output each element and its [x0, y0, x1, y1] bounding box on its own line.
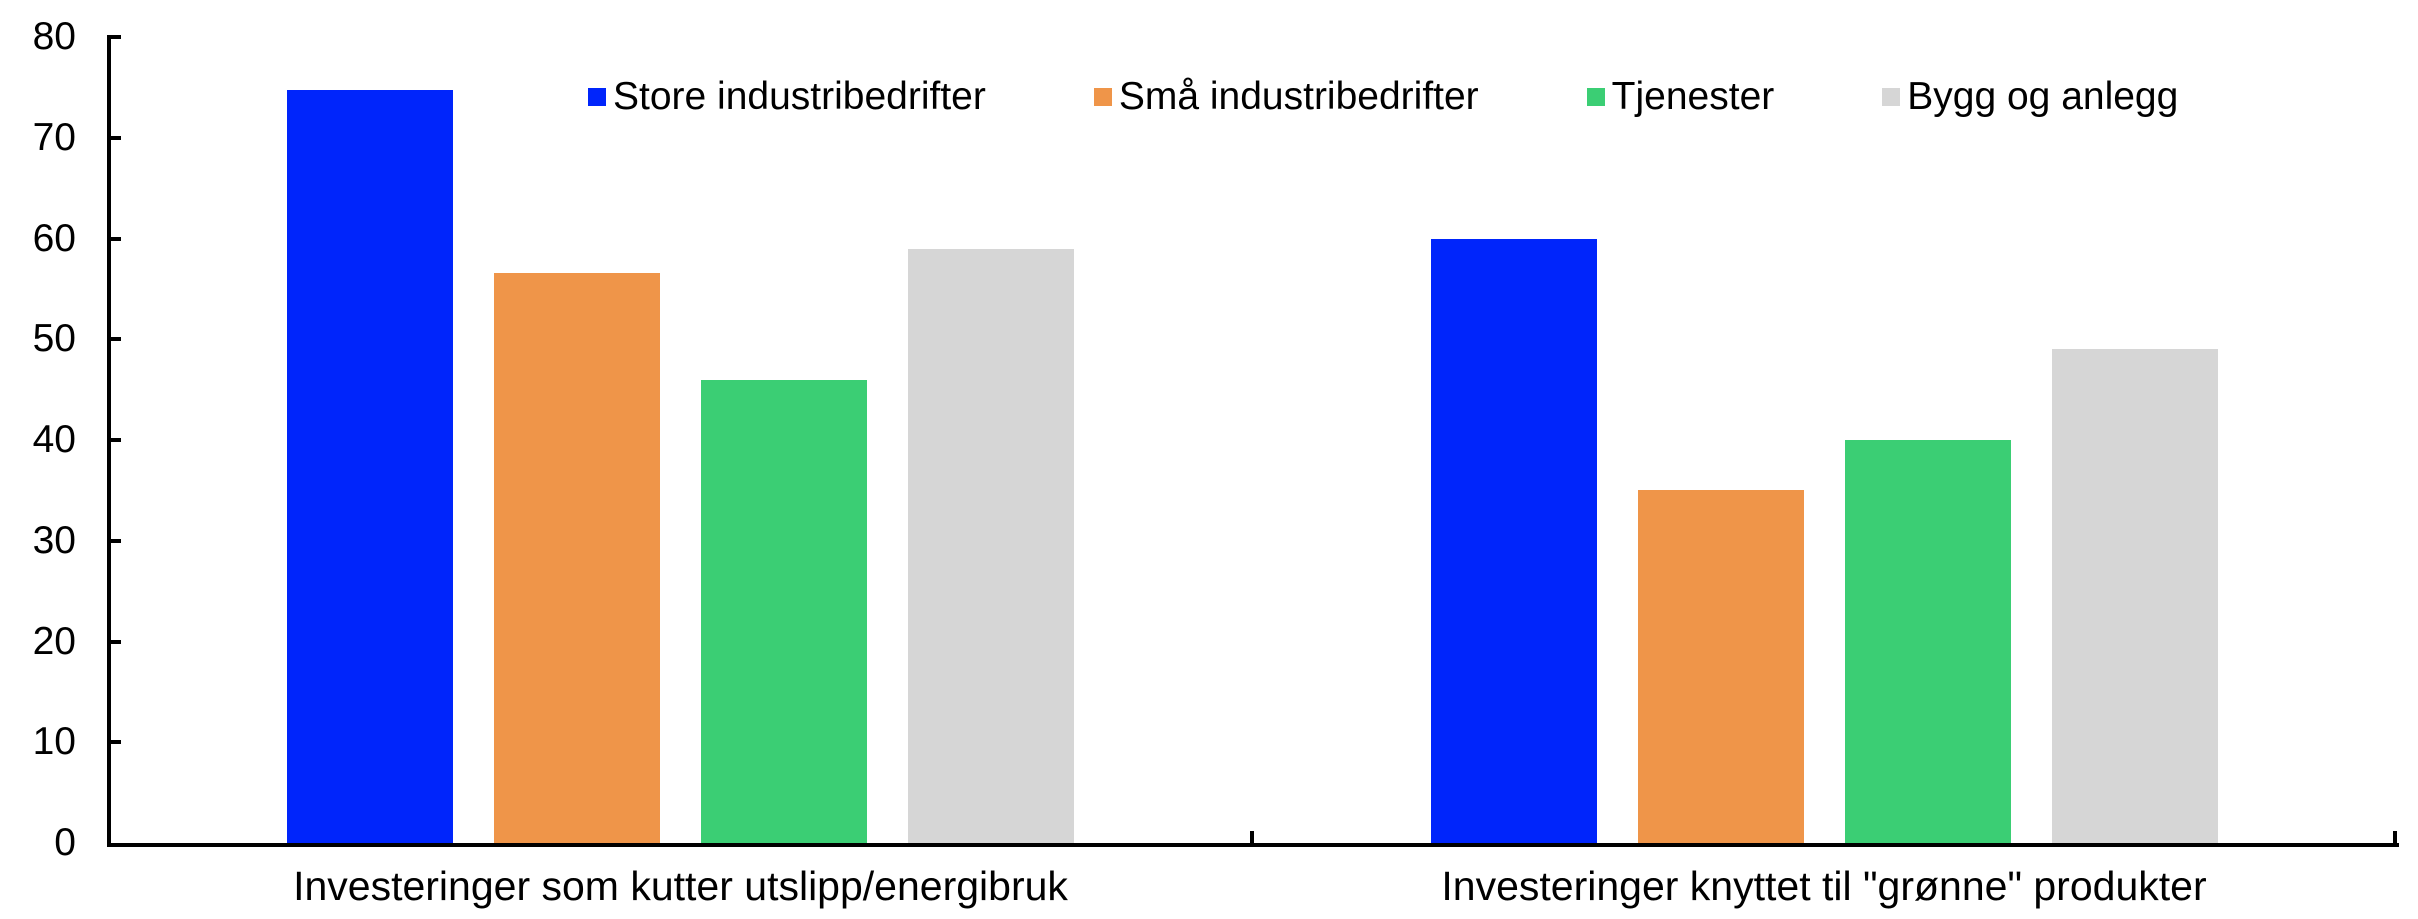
y-axis-tick-label-60: 60	[32, 216, 76, 260]
legend-label-bygg-og-anlegg: Bygg og anlegg	[1907, 75, 2179, 118]
legend-swatch-bygg-og-anlegg	[1882, 88, 1901, 106]
bar-tjenester-group2	[1844, 440, 2011, 843]
y-axis-tick-mark-70	[107, 135, 121, 140]
chart-legend: Store industribedrifter Små industribedri…	[588, 76, 2178, 118]
bar-tjenester-group1	[701, 379, 867, 843]
legend-item-store-industribedrifter: Store industribedrifter	[588, 76, 986, 118]
y-axis-tick-mark-30	[107, 538, 121, 543]
y-axis-tick-mark-80	[107, 35, 121, 39]
y-axis-tick-mark-40	[107, 438, 121, 442]
y-axis-tick-label-40: 40	[32, 418, 76, 461]
x-axis-group-divider-tick	[1250, 831, 1254, 843]
y-axis-tick-label-0: 0	[54, 821, 76, 864]
y-axis-tick-label-20: 20	[32, 619, 76, 663]
x-axis-line	[107, 843, 2399, 847]
bar-små-industribedrifter-group1	[494, 272, 660, 843]
y-axis-tick-mark-10	[107, 740, 121, 745]
category-label-gronne-produkter: Investeringer knyttet til "grønne" produ…	[1441, 863, 2207, 909]
y-axis-tick-mark-20	[107, 639, 121, 644]
y-axis-tick-label-30: 30	[32, 518, 76, 562]
bar-små-industribedrifter-group2	[1637, 490, 1804, 843]
bar-bygg-og-anlegg-group1	[908, 248, 1074, 843]
category-label-utslipp-energibruk: Investeringer som kutter utslipp/energib…	[293, 863, 1068, 909]
legend-label-tjenester: Tjenester	[1611, 75, 1775, 118]
legend-label-store-industribedrifter: Store industribedrifter	[613, 75, 986, 118]
legend-item-små-industribedrifter: Små industribedrifter	[1093, 75, 1479, 118]
y-axis-tick-label-10: 10	[32, 720, 76, 764]
y-axis-line	[107, 37, 111, 847]
legend-item-bygg-og-anlegg: Bygg og anlegg	[1882, 76, 2178, 118]
y-axis-tick-label-50: 50	[32, 317, 76, 361]
y-axis-tick-label-70: 70	[32, 115, 76, 159]
legend-swatch-store-industribedrifter	[588, 88, 606, 106]
x-axis-end-tick	[2393, 831, 2397, 843]
bar-store-industribedrifter-group2	[1430, 238, 1597, 843]
legend-swatch-tjenester	[1586, 88, 1605, 106]
y-axis-tick-mark-60	[107, 236, 121, 241]
bar-bygg-og-anlegg-group2	[2051, 349, 2218, 843]
bar-store-industribedrifter-group1	[287, 90, 453, 843]
y-axis-tick-mark-50	[107, 337, 121, 342]
y-axis-tick-label-80: 80	[32, 15, 76, 58]
legend-swatch-små-industribedrifter	[1093, 88, 1112, 106]
legend-item-tjenester: Tjenester	[1586, 75, 1775, 118]
legend-label-små-industribedrifter: Små industribedrifter	[1118, 75, 1479, 118]
